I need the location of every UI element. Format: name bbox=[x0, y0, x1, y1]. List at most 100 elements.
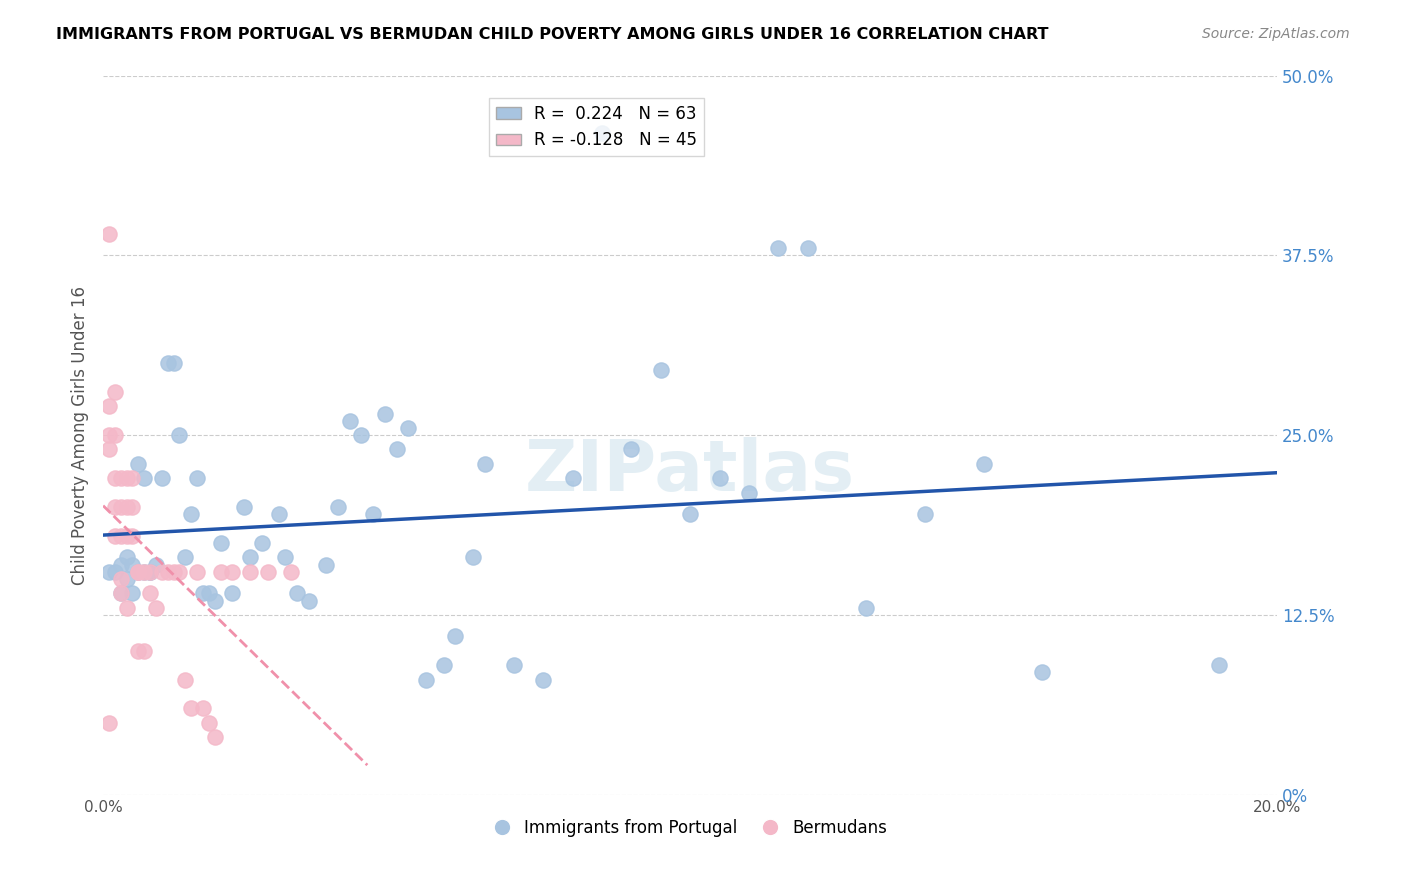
Point bbox=[315, 558, 337, 572]
Point bbox=[650, 363, 672, 377]
Point bbox=[221, 586, 243, 600]
Point bbox=[385, 442, 408, 457]
Point bbox=[127, 457, 149, 471]
Point bbox=[768, 241, 790, 255]
Point bbox=[134, 644, 156, 658]
Point bbox=[104, 529, 127, 543]
Point bbox=[110, 586, 132, 600]
Point bbox=[98, 565, 121, 579]
Point bbox=[374, 407, 396, 421]
Point bbox=[180, 701, 202, 715]
Point bbox=[461, 550, 484, 565]
Point bbox=[186, 471, 208, 485]
Point bbox=[127, 565, 149, 579]
Point bbox=[250, 536, 273, 550]
Point bbox=[679, 507, 702, 521]
Point bbox=[110, 471, 132, 485]
Point bbox=[503, 658, 526, 673]
Point bbox=[98, 715, 121, 730]
Point bbox=[104, 428, 127, 442]
Point bbox=[326, 500, 349, 514]
Point bbox=[134, 565, 156, 579]
Point bbox=[156, 356, 179, 370]
Point bbox=[110, 572, 132, 586]
Point bbox=[115, 572, 138, 586]
Point bbox=[1208, 658, 1230, 673]
Point bbox=[709, 471, 731, 485]
Point bbox=[221, 565, 243, 579]
Point bbox=[104, 384, 127, 399]
Point bbox=[973, 457, 995, 471]
Point bbox=[361, 507, 384, 521]
Point bbox=[121, 471, 143, 485]
Point bbox=[110, 558, 132, 572]
Point bbox=[174, 673, 197, 687]
Point bbox=[127, 565, 149, 579]
Point bbox=[239, 550, 262, 565]
Point bbox=[121, 586, 143, 600]
Point bbox=[474, 457, 496, 471]
Point bbox=[115, 500, 138, 514]
Y-axis label: Child Poverty Among Girls Under 16: Child Poverty Among Girls Under 16 bbox=[72, 285, 89, 584]
Point bbox=[561, 471, 583, 485]
Point bbox=[180, 507, 202, 521]
Point bbox=[174, 550, 197, 565]
Point bbox=[150, 565, 173, 579]
Point bbox=[139, 565, 162, 579]
Text: ZIPatlas: ZIPatlas bbox=[524, 436, 855, 506]
Point bbox=[145, 558, 167, 572]
Point bbox=[115, 529, 138, 543]
Point bbox=[914, 507, 936, 521]
Point bbox=[209, 565, 232, 579]
Point bbox=[104, 565, 127, 579]
Point bbox=[620, 442, 643, 457]
Point bbox=[110, 529, 132, 543]
Point bbox=[198, 715, 221, 730]
Point bbox=[150, 471, 173, 485]
Point bbox=[396, 421, 419, 435]
Point bbox=[169, 428, 191, 442]
Point bbox=[796, 241, 818, 255]
Point bbox=[256, 565, 278, 579]
Point bbox=[280, 565, 302, 579]
Point bbox=[350, 428, 373, 442]
Point bbox=[139, 565, 162, 579]
Point bbox=[110, 586, 132, 600]
Point bbox=[127, 644, 149, 658]
Legend: Immigrants from Portugal, Bermudans: Immigrants from Portugal, Bermudans bbox=[486, 813, 893, 844]
Point bbox=[98, 227, 121, 241]
Point bbox=[98, 400, 121, 414]
Point bbox=[209, 536, 232, 550]
Point bbox=[339, 414, 361, 428]
Point bbox=[115, 471, 138, 485]
Point bbox=[134, 471, 156, 485]
Point bbox=[98, 442, 121, 457]
Point bbox=[169, 565, 191, 579]
Point bbox=[204, 730, 226, 744]
Point bbox=[127, 565, 149, 579]
Point bbox=[855, 600, 877, 615]
Text: IMMIGRANTS FROM PORTUGAL VS BERMUDAN CHILD POVERTY AMONG GIRLS UNDER 16 CORRELAT: IMMIGRANTS FROM PORTUGAL VS BERMUDAN CHI… bbox=[56, 27, 1049, 42]
Point bbox=[110, 500, 132, 514]
Point bbox=[433, 658, 456, 673]
Point bbox=[139, 565, 162, 579]
Point bbox=[204, 593, 226, 607]
Point bbox=[98, 428, 121, 442]
Point bbox=[297, 593, 319, 607]
Point bbox=[121, 529, 143, 543]
Point bbox=[121, 500, 143, 514]
Point bbox=[104, 500, 127, 514]
Point bbox=[191, 586, 214, 600]
Point bbox=[145, 600, 167, 615]
Point bbox=[239, 565, 262, 579]
Point bbox=[139, 586, 162, 600]
Point bbox=[198, 586, 221, 600]
Point bbox=[1031, 665, 1053, 680]
Point bbox=[121, 558, 143, 572]
Point bbox=[533, 673, 555, 687]
Point bbox=[115, 550, 138, 565]
Point bbox=[156, 565, 179, 579]
Point bbox=[162, 565, 184, 579]
Text: Source: ZipAtlas.com: Source: ZipAtlas.com bbox=[1202, 27, 1350, 41]
Point bbox=[591, 126, 613, 140]
